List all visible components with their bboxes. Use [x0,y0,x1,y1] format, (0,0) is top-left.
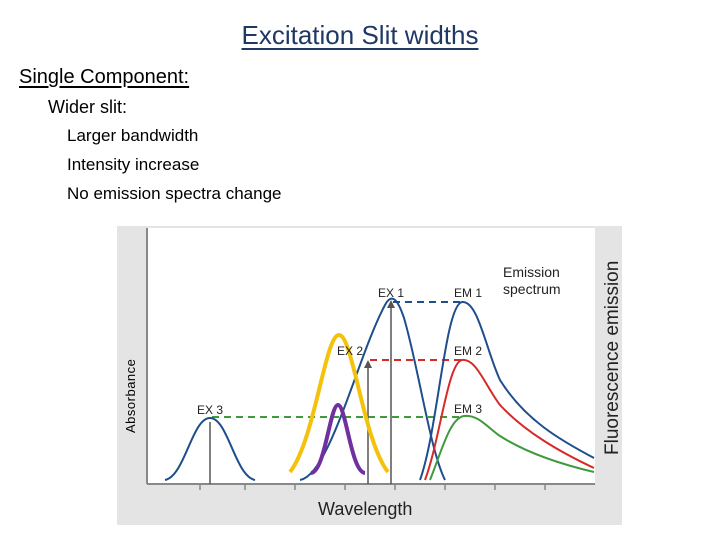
point-larger-bandwidth: Larger bandwidth [67,126,199,145]
x-axis-label: Wavelength [318,499,412,519]
subheading: Single Component: [19,66,190,88]
emission-curve-em3 [429,414,595,481]
emission-spectrum-label-line1: Emission [503,264,560,280]
absorbance-peak-main [299,297,446,481]
emission-curve-em1 [419,301,595,481]
label-em3: EM 3 [454,402,482,416]
ex2-marker-arrow [364,360,372,368]
label-ex2: EX 2 [337,344,363,358]
emission-curve-em2 [424,358,595,481]
label-ex1: EX 1 [378,286,404,300]
wide-slit-bandpass-curve [288,332,390,474]
absorbance-peak-ex3 [164,416,256,481]
ex1-marker-arrow [387,300,395,308]
emission-spectrum-label-line2: spectrum [503,281,561,297]
label-ex3: EX 3 [197,403,223,417]
y-axis-label: Absorbance [123,358,138,433]
slide-title: Excitation Slit widths [241,20,479,50]
point-no-emission-change: No emission spectra change [67,184,282,203]
label-em2: EM 2 [454,344,482,358]
point-intensity-increase: Intensity increase [67,155,200,174]
wider-slit-heading: Wider slit: [48,97,128,117]
x-axis-ticks [199,484,546,490]
right-axis-label: Fluorescence emission [602,261,623,455]
narrow-slit-bandpass-curve [310,402,366,475]
label-em1: EM 1 [454,286,482,300]
plot-area [147,228,595,484]
